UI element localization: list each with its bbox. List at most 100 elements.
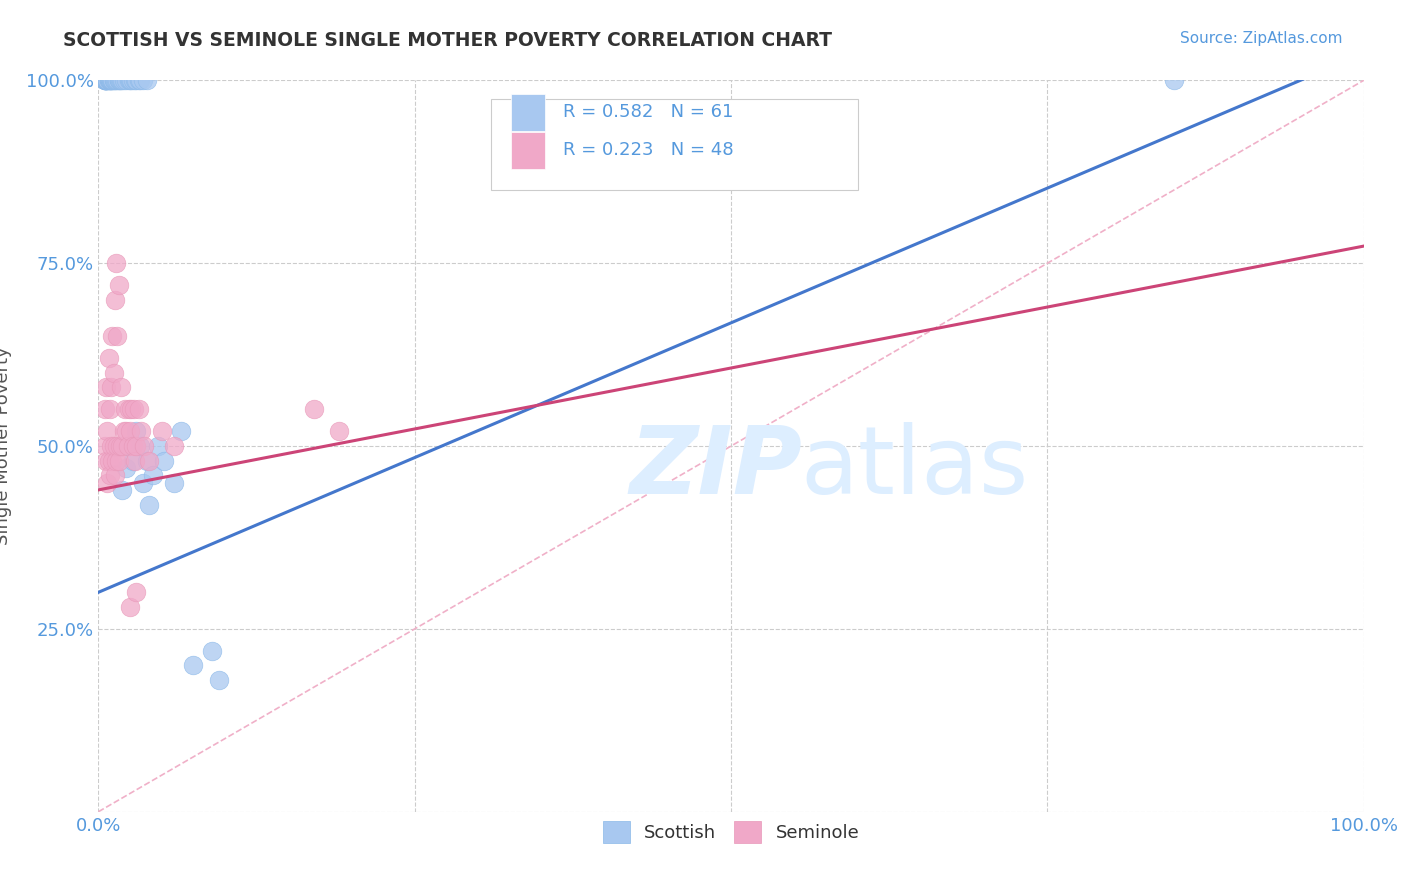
Point — [107, 73, 129, 87]
Point — [111, 483, 134, 497]
Point — [121, 73, 143, 87]
Point — [98, 73, 121, 87]
Point — [120, 425, 141, 439]
Point — [125, 425, 148, 439]
Point — [100, 380, 122, 394]
Point — [135, 453, 157, 467]
Text: R = 0.223   N = 48: R = 0.223 N = 48 — [562, 142, 734, 160]
Point — [100, 73, 122, 87]
Point — [118, 402, 141, 417]
Point — [93, 73, 117, 87]
Point — [96, 475, 118, 490]
Point — [201, 644, 224, 658]
Point — [146, 439, 169, 453]
Point — [101, 73, 124, 87]
Point — [96, 73, 118, 87]
Point — [163, 475, 186, 490]
FancyBboxPatch shape — [491, 99, 858, 190]
Point — [96, 73, 118, 87]
Point — [107, 73, 129, 87]
Point — [93, 73, 117, 87]
Legend: Scottish, Seminole: Scottish, Seminole — [595, 814, 868, 850]
Point — [120, 599, 141, 614]
Point — [132, 439, 155, 453]
Point — [105, 256, 128, 270]
Point — [97, 453, 120, 467]
Point — [117, 439, 139, 453]
Point — [97, 351, 120, 366]
Text: R = 0.582   N = 61: R = 0.582 N = 61 — [562, 103, 733, 121]
Point — [142, 468, 165, 483]
Text: atlas: atlas — [801, 422, 1029, 514]
Point — [100, 439, 122, 453]
Point — [107, 73, 129, 87]
Point — [124, 453, 146, 467]
Point — [94, 453, 117, 467]
Point — [208, 673, 231, 687]
Point — [129, 439, 152, 453]
Point — [129, 73, 152, 87]
Point — [103, 73, 125, 87]
Point — [96, 425, 118, 439]
Point — [108, 73, 131, 87]
Point — [132, 73, 155, 87]
Point — [112, 425, 135, 439]
Point — [128, 402, 150, 417]
Point — [107, 453, 129, 467]
Point — [302, 402, 325, 417]
Point — [93, 73, 117, 87]
Point — [103, 73, 125, 87]
Point — [111, 73, 134, 87]
Point — [138, 453, 160, 467]
Point — [122, 402, 145, 417]
Point — [93, 73, 117, 87]
Point — [150, 425, 173, 439]
Point — [94, 73, 117, 87]
Text: ZIP: ZIP — [630, 422, 803, 514]
Point — [100, 73, 122, 87]
Point — [120, 402, 142, 417]
Point — [128, 73, 150, 87]
Y-axis label: Single Mother Poverty: Single Mother Poverty — [0, 347, 11, 545]
Point — [1163, 73, 1185, 87]
Point — [101, 453, 124, 467]
Point — [104, 468, 127, 483]
Point — [125, 73, 148, 87]
Point — [93, 73, 117, 87]
Point — [103, 439, 125, 453]
Point — [118, 73, 141, 87]
Point — [115, 73, 138, 87]
Point — [115, 461, 138, 475]
Point — [118, 439, 141, 453]
Point — [98, 73, 121, 87]
Point — [138, 498, 160, 512]
Point — [94, 73, 117, 87]
Point — [104, 293, 127, 307]
Point — [105, 73, 128, 87]
Point — [163, 439, 186, 453]
Point — [108, 439, 131, 453]
Point — [93, 439, 117, 453]
Point — [101, 73, 124, 87]
Point — [107, 329, 129, 343]
Point — [115, 425, 138, 439]
Point — [110, 380, 132, 394]
Point — [328, 425, 350, 439]
Point — [132, 475, 155, 490]
Point — [104, 73, 127, 87]
Point — [98, 73, 121, 87]
Point — [125, 585, 148, 599]
FancyBboxPatch shape — [510, 132, 546, 169]
Point — [93, 73, 117, 87]
Text: Source: ZipAtlas.com: Source: ZipAtlas.com — [1180, 31, 1343, 46]
Text: SCOTTISH VS SEMINOLE SINGLE MOTHER POVERTY CORRELATION CHART: SCOTTISH VS SEMINOLE SINGLE MOTHER POVER… — [63, 31, 832, 50]
Point — [105, 453, 128, 467]
Point — [169, 425, 191, 439]
Point — [107, 439, 129, 453]
Point — [93, 402, 117, 417]
Point — [183, 658, 205, 673]
Point — [121, 453, 143, 467]
Point — [114, 402, 136, 417]
Point — [135, 73, 157, 87]
Point — [120, 73, 142, 87]
